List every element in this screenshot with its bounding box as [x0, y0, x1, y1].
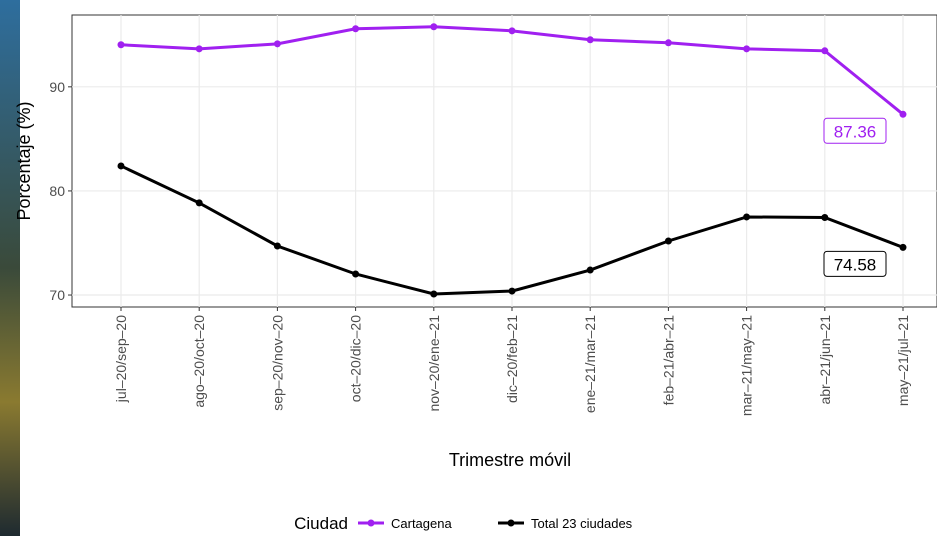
data-point: [117, 162, 125, 170]
data-point: [586, 36, 594, 44]
data-point: [508, 287, 516, 295]
data-point: [899, 110, 907, 118]
x-tick-label: jul–20/sep–20: [113, 315, 129, 403]
x-tick-label: dic–20/feb–21: [504, 315, 520, 403]
background-photo-strip: [0, 0, 20, 536]
legend-key-point: [507, 519, 515, 527]
data-point: [273, 242, 281, 250]
data-point: [195, 199, 203, 207]
value-label: 74.58: [834, 255, 877, 274]
y-tick-label: 80: [49, 183, 65, 199]
x-tick-label: ene–21/mar–21: [582, 315, 598, 413]
value-label-box: [823, 250, 887, 277]
y-tick-label: 90: [49, 79, 65, 95]
x-tick-label: mar–21/may–21: [739, 315, 755, 416]
x-tick-label: feb–21/abr–21: [660, 315, 676, 406]
data-point: [195, 45, 203, 53]
legend-label: Cartagena: [391, 516, 452, 531]
x-tick-label: nov–20/ene–21: [426, 315, 442, 412]
legend-key-point: [367, 519, 375, 527]
x-tick-label: may–21/jul–21: [895, 315, 911, 406]
data-point: [664, 39, 672, 47]
data-point: [430, 23, 438, 31]
data-point: [743, 213, 751, 221]
data-point: [743, 45, 751, 53]
legend-title: Ciudad: [294, 514, 348, 533]
value-label-box: [823, 117, 887, 144]
x-tick-label: abr–21/jun–21: [817, 315, 833, 405]
y-tick-label: 70: [49, 287, 65, 303]
data-point: [273, 40, 281, 48]
data-point: [352, 25, 360, 33]
x-tick-label: oct–20/dic–20: [348, 315, 364, 402]
data-point: [352, 270, 360, 278]
y-axis-label: Porcentaje (%): [14, 101, 34, 220]
data-point: [899, 243, 907, 251]
legend-label: Total 23 ciudades: [531, 516, 633, 531]
data-point: [117, 41, 125, 49]
plot-panel: [71, 14, 937, 308]
value-label: 87.36: [834, 122, 877, 141]
data-point: [586, 266, 594, 274]
data-point: [430, 290, 438, 298]
data-point: [508, 27, 516, 35]
x-tick-label: sep–20/nov–20: [269, 315, 285, 411]
legend: Ciudad Cartagena Total 23 ciudades: [294, 514, 633, 533]
data-point: [821, 47, 829, 55]
x-tick-label: ago–20/oct–20: [191, 315, 207, 408]
data-point: [821, 213, 829, 221]
x-axis-label: Trimestre móvil: [449, 450, 571, 470]
data-point: [664, 237, 672, 245]
